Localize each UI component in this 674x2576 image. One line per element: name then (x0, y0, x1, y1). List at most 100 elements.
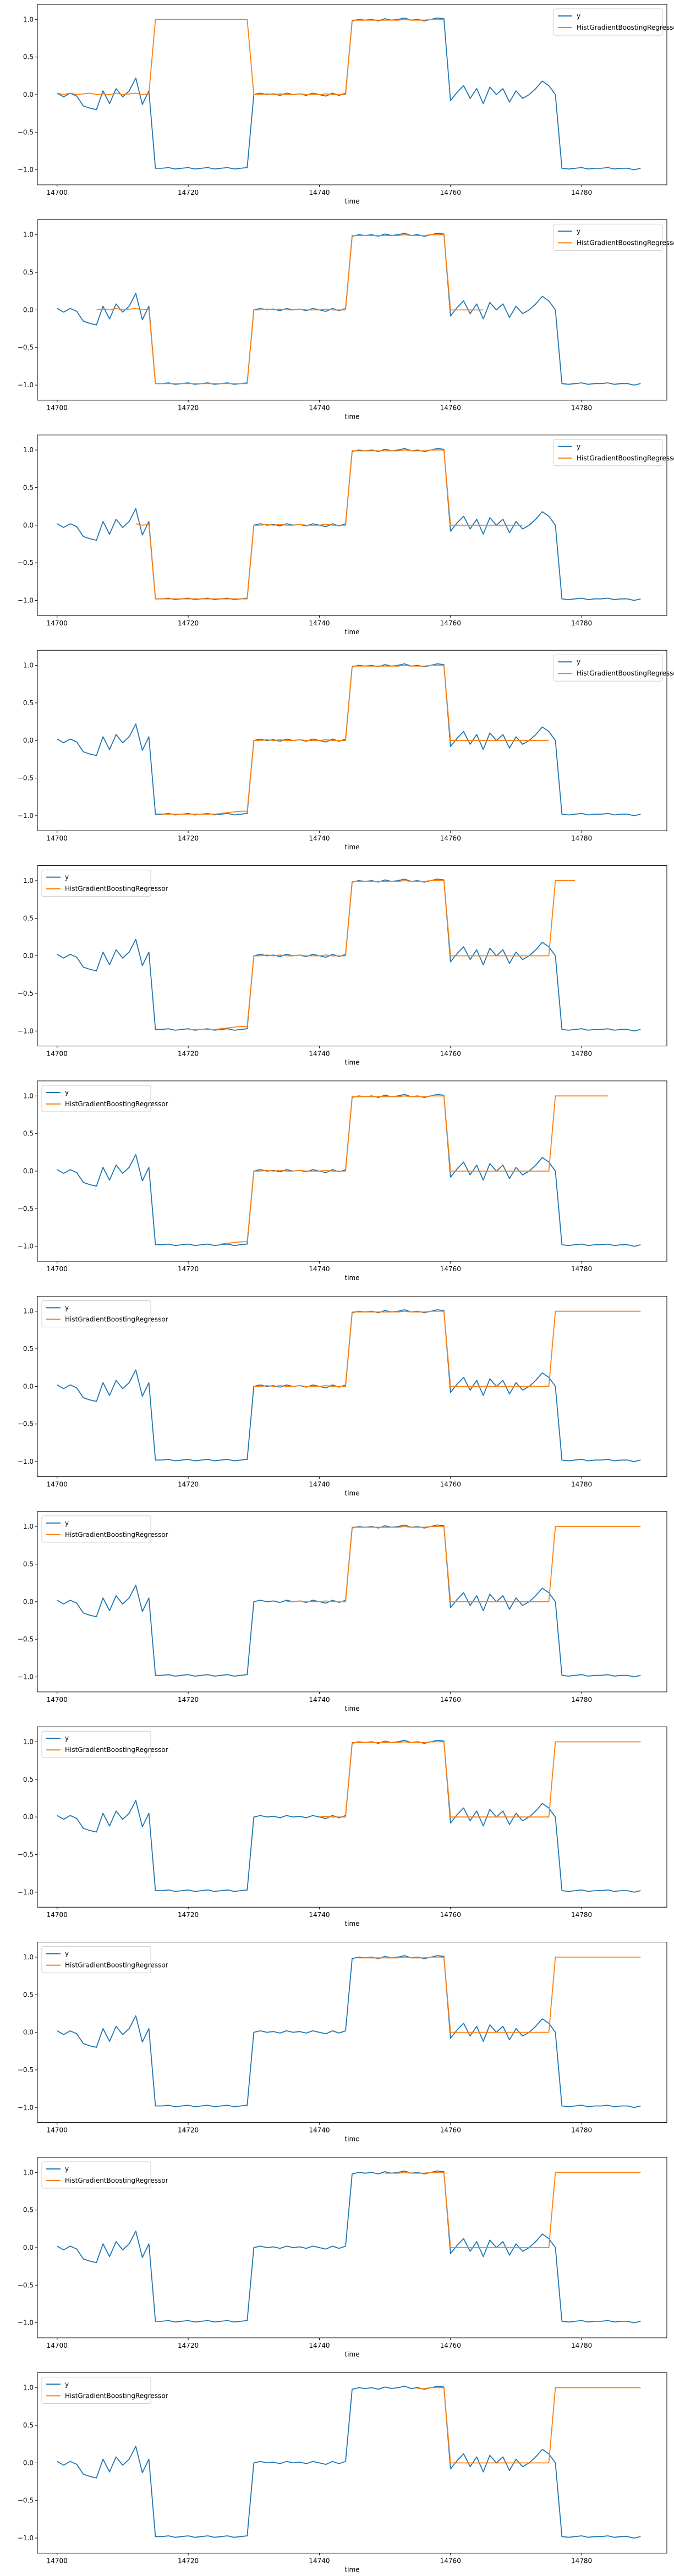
legend-label-prediction: HistGradientBoostingRegressor (65, 885, 168, 893)
series-line-prediction (385, 2172, 641, 2248)
legend-label-y: y (577, 227, 580, 235)
legend-box (41, 1085, 151, 1112)
x-tick-label: 14700 (47, 1265, 68, 1273)
x-tick-label: 14760 (440, 2342, 461, 2349)
x-tick-label: 14760 (440, 2127, 461, 2134)
y-tick-label: 1.0 (23, 1953, 34, 1961)
x-tick-label: 14780 (571, 1265, 592, 1273)
x-tick-label: 14700 (47, 1696, 68, 1704)
legend: y HistGradientBoostingRegressor (553, 439, 674, 466)
x-tick-label: 14720 (178, 2127, 199, 2134)
legend: y HistGradientBoostingRegressor (41, 1946, 168, 1974)
chart-panel-3: −1.0 −0.5 0.0 0.5 1.0 14700 14720 14740 14760 147… (18, 435, 674, 636)
legend-label-y: y (65, 2165, 69, 2173)
y-tick-label: 1.0 (23, 1523, 34, 1530)
y-tick-label: −0.5 (18, 1635, 34, 1643)
legend-label-prediction: HistGradientBoostingRegressor (65, 1315, 168, 1323)
x-tick-label: 14780 (571, 1050, 592, 1058)
series-line-y (57, 2170, 641, 2324)
x-tick-label: 14740 (309, 189, 330, 196)
x-tick-label: 14720 (178, 404, 199, 411)
legend: y HistGradientBoostingRegressor (41, 1515, 168, 1543)
legend-box (553, 8, 663, 36)
legend-label-prediction: HistGradientBoostingRegressor (577, 669, 674, 677)
x-tick-label: 14760 (440, 1050, 461, 1058)
x-tick-label: 14740 (309, 834, 330, 842)
series-line-prediction (162, 664, 549, 815)
x-axis-label: time (344, 2350, 359, 2358)
y-tick-label: 1.0 (23, 877, 34, 885)
y-tick-label: −1.0 (18, 166, 34, 174)
series-line-y (57, 2386, 641, 2539)
x-tick-label: 14740 (309, 1911, 330, 1919)
y-tick-label: 0.5 (23, 1560, 34, 1568)
x-axis-label: time (344, 1489, 359, 1497)
y-tick-label: 0.0 (23, 1813, 34, 1821)
series-line-prediction (286, 1526, 641, 1602)
chart-panel-7: −1.0 −0.5 0.0 0.5 1.0 14700 14720 14740 14760 147… (18, 1295, 667, 1497)
x-tick-label: 14780 (571, 404, 592, 411)
x-axis-label: time (344, 197, 359, 205)
y-tick-label: −0.5 (18, 2066, 34, 2074)
legend: y HistGradientBoostingRegressor (41, 2161, 168, 2189)
legend-box (41, 1731, 151, 1758)
chart-panel-4: −1.0 −0.5 0.0 0.5 1.0 14700 14720 14740 14760 147… (18, 650, 674, 851)
x-axis-label: time (344, 1705, 359, 1712)
x-axis-label: time (344, 1059, 359, 1067)
legend-box (41, 1300, 151, 1327)
y-tick-label: 0.5 (23, 1345, 34, 1353)
x-tick-label: 14700 (47, 2557, 68, 2564)
y-tick-label: −0.5 (18, 1205, 34, 1212)
x-tick-label: 14720 (178, 619, 199, 627)
x-tick-label: 14760 (440, 1265, 461, 1273)
x-tick-label: 14740 (309, 1696, 330, 1704)
x-tick-label: 14740 (309, 2342, 330, 2349)
x-tick-label: 14700 (47, 1050, 68, 1058)
chart-panel-2: −1.0 −0.5 0.0 0.5 1.0 14700 14720 14740 14760 147… (18, 219, 674, 420)
legend-box (553, 439, 663, 466)
y-tick-label: 0.0 (23, 306, 34, 314)
x-tick-label: 14740 (309, 1480, 330, 1488)
x-tick-label: 14720 (178, 2557, 199, 2564)
legend-label-prediction: HistGradientBoostingRegressor (65, 1100, 168, 1108)
legend-box (41, 870, 151, 897)
legend: y HistGradientBoostingRegressor (41, 1731, 168, 1758)
x-tick-label: 14720 (178, 1480, 199, 1488)
y-tick-label: 1.0 (23, 1738, 34, 1746)
x-tick-label: 14700 (47, 619, 68, 627)
legend-label-y: y (65, 1519, 69, 1527)
x-tick-label: 14780 (571, 834, 592, 842)
x-tick-label: 14780 (571, 189, 592, 196)
series-line-y (57, 1955, 641, 2108)
y-tick-label: 0.5 (23, 699, 34, 707)
x-tick-label: 14740 (309, 404, 330, 411)
x-tick-label: 14720 (178, 834, 199, 842)
x-tick-label: 14720 (178, 1911, 199, 1919)
y-tick-label: −1.0 (18, 596, 34, 604)
legend: y HistGradientBoostingRegressor (553, 654, 674, 682)
y-tick-label: −1.0 (18, 1888, 34, 1896)
y-tick-label: −0.5 (18, 2497, 34, 2504)
legend-label-y: y (577, 12, 580, 20)
y-tick-label: −1.0 (18, 1673, 34, 1680)
legend-box (41, 1515, 151, 1543)
x-tick-label: 14700 (47, 189, 68, 196)
y-tick-label: 0.5 (23, 1130, 34, 1138)
y-tick-label: 1.0 (23, 231, 34, 239)
y-tick-label: −1.0 (18, 2534, 34, 2542)
series-line-prediction (319, 1741, 641, 1818)
x-axis-label: time (344, 843, 359, 851)
x-axis-label: time (344, 413, 359, 420)
legend-label-prediction: HistGradientBoostingRegressor (577, 454, 674, 462)
y-tick-label: −1.0 (18, 1458, 34, 1465)
y-tick-label: 1.0 (23, 662, 34, 669)
y-tick-label: −1.0 (18, 1243, 34, 1250)
legend-label-prediction: HistGradientBoostingRegressor (65, 2392, 168, 2399)
y-tick-label: 1.0 (23, 15, 34, 23)
legend-label-prediction: HistGradientBoostingRegressor (65, 1746, 168, 1754)
y-tick-label: 1.0 (23, 1308, 34, 1315)
x-tick-label: 14780 (571, 2342, 592, 2349)
chart-panel-8: −1.0 −0.5 0.0 0.5 1.0 14700 14720 14740 14760 147… (18, 1511, 667, 1712)
y-tick-label: 0.0 (23, 91, 34, 98)
